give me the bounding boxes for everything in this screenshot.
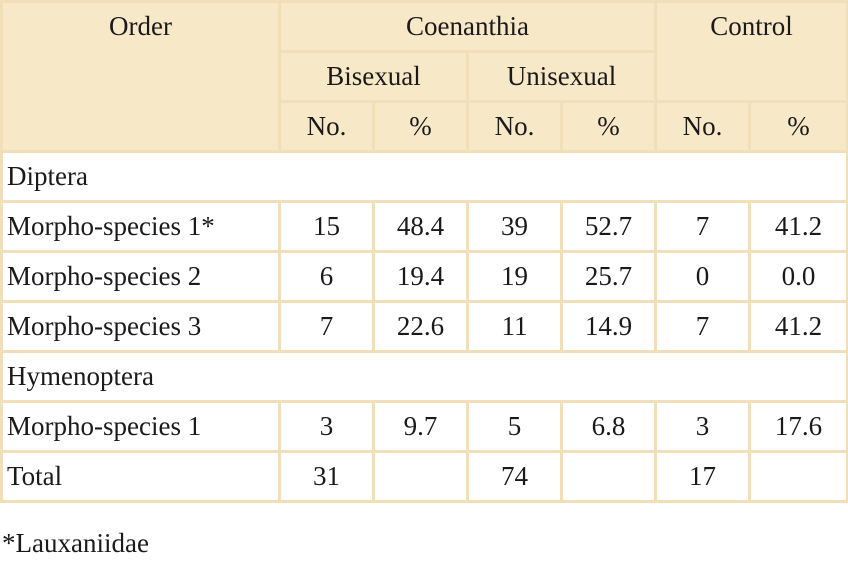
cell-bisexual-no: 7 [278,300,375,353]
table-row: Morpho-species 3 7 22.6 11 14.9 7 41.2 [0,300,848,353]
row-label: Morpho-species 1* [0,200,281,253]
cell-unisexual-no: 11 [466,300,563,353]
cell-control-pct: 41.2 [748,200,848,253]
header-control-no: No. [654,100,752,153]
header-order: Order [0,0,281,153]
cell-unisexual-no: 39 [466,200,563,253]
total-bisexual-pct [372,450,469,503]
table-body: Diptera Morpho-species 1* 15 48.4 39 52.… [0,150,848,503]
cell-unisexual-no: 5 [466,400,563,453]
footnote: *Lauxaniidae [2,528,149,558]
group-label: Diptera [0,150,848,203]
cell-unisexual-pct: 14.9 [559,300,658,353]
cell-unisexual-pct: 6.8 [559,400,658,453]
header-unisexual-pct: % [559,100,658,153]
header-coenanthia: Coenanthia [277,0,658,53]
group-row-hymenoptera: Hymenoptera [0,350,848,403]
total-control-no: 17 [654,450,752,503]
group-row-diptera: Diptera [0,150,848,203]
table-header: Order Coenanthia Control Bisexual Unisex… [0,0,848,153]
cell-control-no: 7 [654,200,752,253]
cell-bisexual-pct: 22.6 [372,300,469,353]
header-unisexual-no: No. [466,100,563,153]
total-control-pct [748,450,848,503]
total-unisexual-no: 74 [466,450,563,503]
cell-bisexual-no: 15 [278,200,375,253]
cell-control-no: 7 [654,300,752,353]
species-table: Order Coenanthia Control Bisexual Unisex… [0,0,848,503]
cell-bisexual-no: 3 [278,400,375,453]
header-bisexual-no: No. [278,100,375,153]
total-row: Total 31 74 17 [0,450,848,503]
cell-bisexual-pct: 48.4 [372,200,469,253]
header-control-pct: % [748,100,848,153]
cell-control-no: 3 [654,400,752,453]
cell-bisexual-pct: 9.7 [372,400,469,453]
cell-bisexual-pct: 19.4 [372,250,469,303]
table-row: Morpho-species 1* 15 48.4 39 52.7 7 41.2 [0,200,848,253]
total-bisexual-no: 31 [278,450,375,503]
cell-unisexual-pct: 52.7 [559,200,658,253]
group-label: Hymenoptera [0,350,848,403]
cell-control-pct: 41.2 [748,300,848,353]
row-label: Morpho-species 1 [0,400,281,453]
total-unisexual-pct [559,450,658,503]
header-bisexual: Bisexual [278,50,469,103]
row-label: Morpho-species 3 [0,300,281,353]
cell-control-pct: 0.0 [748,250,848,303]
cell-unisexual-no: 19 [466,250,563,303]
cell-bisexual-no: 6 [278,250,375,303]
header-unisexual: Unisexual [465,50,658,103]
header-control: Control [654,0,848,103]
total-label: Total [0,450,281,503]
cell-unisexual-pct: 25.7 [559,250,658,303]
cell-control-no: 0 [654,250,752,303]
header-bisexual-pct: % [372,100,469,153]
cell-control-pct: 17.6 [748,400,848,453]
table-row: Morpho-species 2 6 19.4 19 25.7 0 0.0 [0,250,848,303]
table-row: Morpho-species 1 3 9.7 5 6.8 3 17.6 [0,400,848,453]
row-label: Morpho-species 2 [0,250,281,303]
